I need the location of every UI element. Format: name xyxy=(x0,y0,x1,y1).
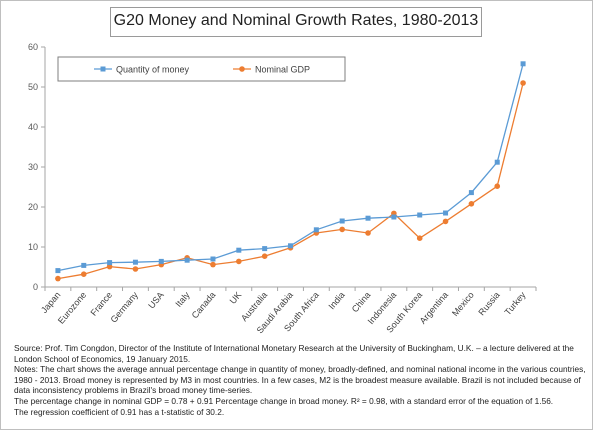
data-point xyxy=(262,246,268,252)
y-tick-label: 50 xyxy=(28,82,38,92)
methodology-note: Notes: The chart shows the average annua… xyxy=(14,364,586,396)
y-tick-label: 60 xyxy=(28,42,38,52)
data-point xyxy=(80,271,87,278)
y-tick-label: 40 xyxy=(28,122,38,132)
legend-label: Quantity of money xyxy=(116,65,190,75)
legend-label: Nominal GDP xyxy=(255,65,310,75)
data-point xyxy=(468,201,475,207)
data-point xyxy=(55,268,61,274)
x-tick-label: Japan xyxy=(39,290,62,315)
data-point xyxy=(468,190,474,196)
y-tick-label: 30 xyxy=(28,162,38,172)
data-point xyxy=(520,80,526,86)
data-point xyxy=(158,258,164,264)
data-point xyxy=(365,230,371,236)
data-point xyxy=(443,210,449,216)
data-point xyxy=(210,256,216,262)
series-nominal-gdp xyxy=(55,80,526,282)
data-point xyxy=(261,253,268,259)
x-tick-label: India xyxy=(327,290,347,311)
data-point xyxy=(132,259,138,265)
data-point xyxy=(236,247,242,253)
legend-swatch-marker xyxy=(239,66,245,72)
data-point xyxy=(339,218,345,224)
data-point xyxy=(365,215,371,221)
x-tick-label: Germany xyxy=(109,289,141,324)
source-note: Source: Prof. Tim Congdon, Director of t… xyxy=(14,343,574,364)
data-point xyxy=(236,258,242,265)
x-tick-label: China xyxy=(350,290,373,314)
regression-coefficient-note: The regression coefficient of 0.91 has a… xyxy=(14,406,225,417)
chart-legend: Quantity of money Nominal GDP xyxy=(57,56,346,82)
y-tick-label: 0 xyxy=(33,282,38,292)
data-point xyxy=(210,261,216,268)
y-tick-label: 20 xyxy=(28,202,38,212)
data-point xyxy=(184,257,190,263)
data-point xyxy=(391,214,397,220)
data-point xyxy=(494,183,501,189)
data-point xyxy=(107,260,113,266)
data-point xyxy=(442,218,449,225)
y-tick-label: 10 xyxy=(28,242,38,252)
data-point xyxy=(106,263,113,270)
x-tick-label: USA xyxy=(146,290,166,311)
x-tick-label: France xyxy=(88,290,114,318)
data-point xyxy=(55,275,61,282)
x-tick-label: Italy xyxy=(173,289,192,308)
chart-notes: Source: Prof. Tim Congdon, Director of t… xyxy=(14,343,586,417)
series-line xyxy=(57,63,524,272)
x-tick-label: Turkey xyxy=(502,289,527,317)
data-point xyxy=(313,227,319,233)
chart-title: G20 Money and Nominal Growth Rates, 1980… xyxy=(113,12,479,29)
data-point xyxy=(416,235,423,241)
data-point xyxy=(81,262,87,268)
regression-equation-note: The percentage change in nominal GDP = 0… xyxy=(14,395,554,406)
data-point xyxy=(339,226,345,233)
x-tick-label: Mexico xyxy=(450,290,476,318)
legend-swatch-marker xyxy=(100,66,106,72)
x-tick-label: UK xyxy=(228,290,244,306)
legend-item: Nominal GDP xyxy=(233,65,310,75)
chart-title-box: G20 Money and Nominal Growth Rates, 1980… xyxy=(110,7,482,37)
data-point xyxy=(132,266,139,272)
data-point xyxy=(417,212,423,218)
legend-item: Quantity of money xyxy=(94,65,190,75)
data-point xyxy=(288,243,293,249)
x-tick-label: Russia xyxy=(476,290,501,318)
series-quantity-of-money xyxy=(55,61,526,274)
chart-series xyxy=(55,61,526,282)
x-tick-label: Canada xyxy=(190,290,218,321)
data-point xyxy=(520,61,526,67)
data-point xyxy=(494,159,500,165)
